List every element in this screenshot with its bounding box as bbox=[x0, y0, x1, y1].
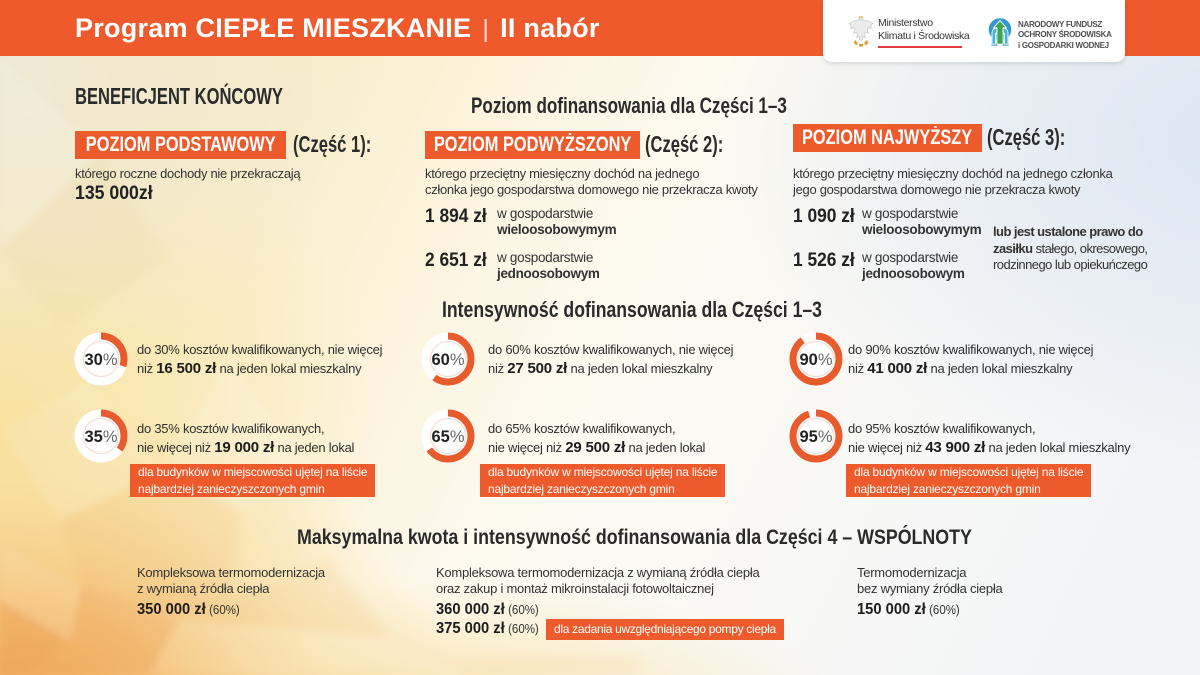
svg-text:35%: 35% bbox=[84, 428, 117, 446]
svg-text:90%: 90% bbox=[799, 351, 832, 369]
svg-text:65%: 65% bbox=[431, 428, 464, 446]
svg-text:60%: 60% bbox=[431, 351, 464, 369]
svg-text:30%: 30% bbox=[84, 351, 117, 369]
svg-text:95%: 95% bbox=[799, 428, 832, 446]
